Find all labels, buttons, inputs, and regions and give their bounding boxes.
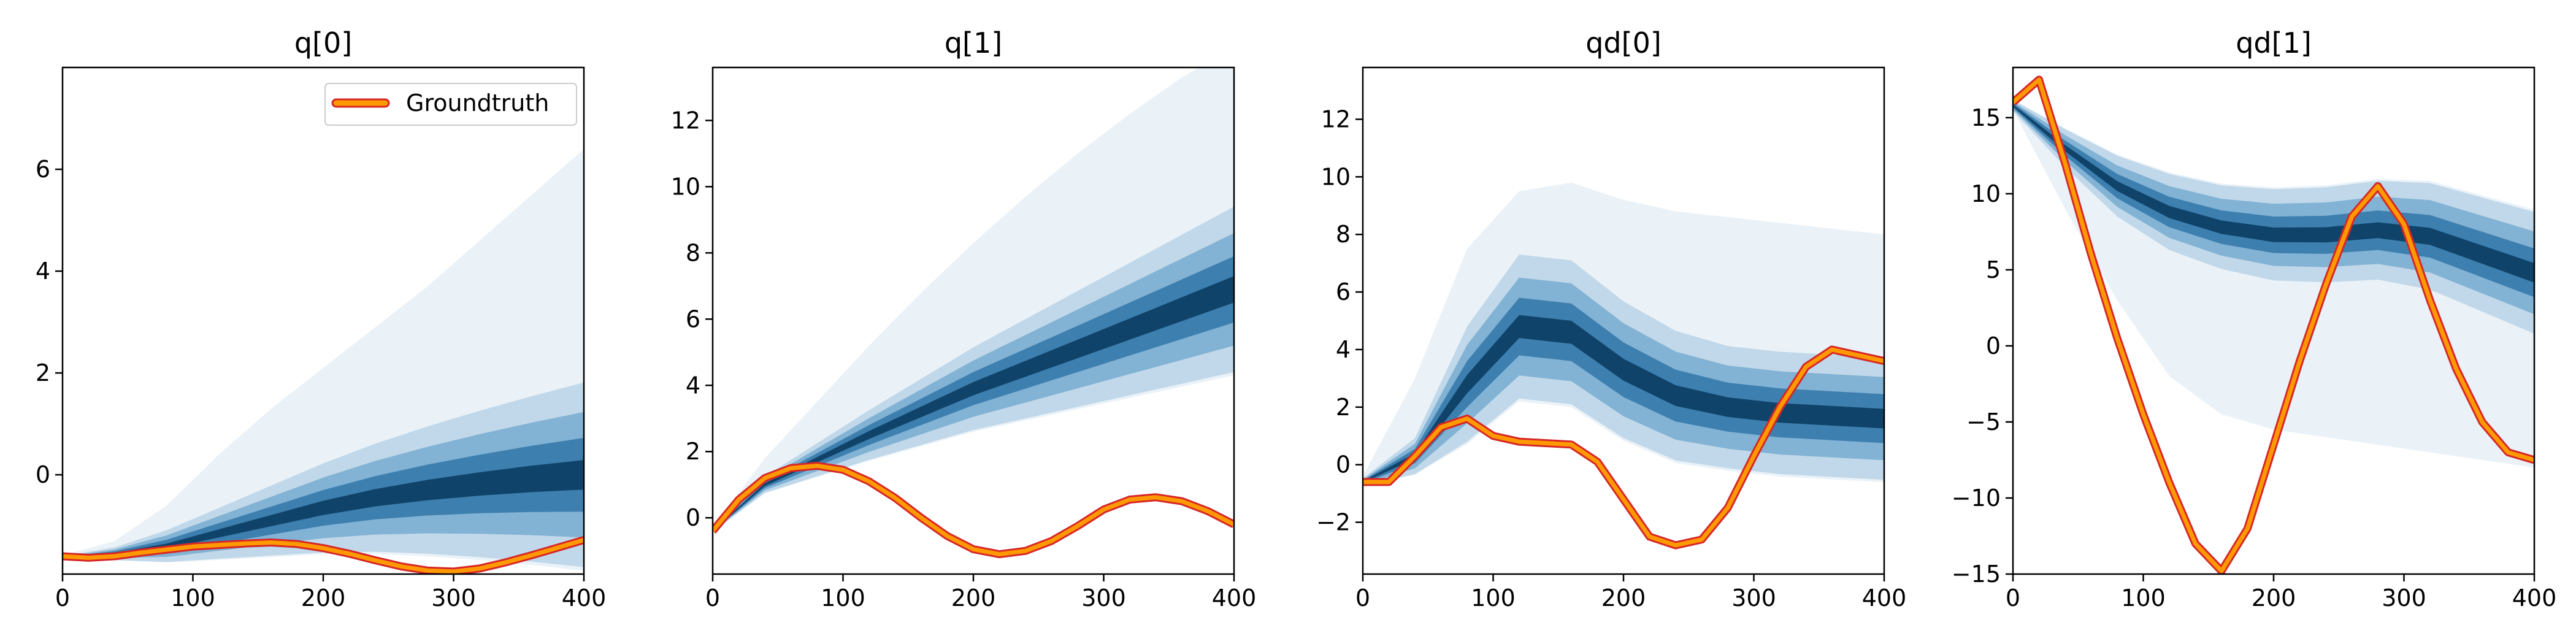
y-tick-label: 2 (686, 438, 700, 465)
density-layer (63, 148, 584, 574)
y-tick-label: 12 (1321, 105, 1351, 132)
x-tick-label: 0 (2006, 585, 2020, 611)
y-tick-label: 6 (36, 156, 50, 183)
y-tick-label: 6 (1336, 278, 1351, 305)
x-tick-label: 100 (821, 585, 865, 611)
plot-area: 0 100 200 300 400 −15 −10 −5 0 5 10 15 (1952, 66, 2557, 611)
y-tick-label: 4 (36, 258, 50, 285)
density-band (1363, 315, 1884, 483)
groundtruth-line (1363, 347, 1884, 548)
subplot-q1: q[1] 0 100 200 300 400 0 2 4 6 8 10 12 (671, 26, 1257, 611)
y-tick-label: 5 (1986, 256, 2001, 283)
y-tick-label: 4 (1336, 336, 1351, 363)
y-tick-label: 0 (1336, 451, 1351, 478)
plot-area: 0 100 200 300 400 −2 0 2 4 6 8 10 12 (1316, 66, 1907, 611)
density-layer (713, 67, 1234, 559)
groundtruth-line (63, 538, 584, 574)
x-tick-label: 100 (1471, 585, 1516, 611)
x-tick-label: 200 (301, 585, 346, 611)
subplot-title: qd[0] (1585, 26, 1662, 59)
subplot-title: q[0] (294, 26, 352, 59)
y-tick-label: −5 (1966, 408, 2001, 435)
x-tick-label: 400 (2512, 585, 2557, 611)
y-tick-label: −10 (1952, 485, 2001, 512)
y-tick-label: 2 (1336, 394, 1351, 421)
subplot-title: q[1] (945, 26, 1002, 59)
y-tick-label: −15 (1952, 561, 2001, 588)
legend-box (324, 83, 577, 126)
subplot-q0: q[0] 0 100 200 300 400 0 2 4 6 Groundtruth (36, 26, 606, 611)
x-tick-label: 0 (1355, 585, 1370, 611)
y-tick-label: 0 (686, 504, 700, 531)
y-tick-label: 15 (1971, 104, 2001, 131)
x-tick-label: 0 (55, 585, 70, 611)
plot-area: 0 100 200 300 400 0 2 4 6 (36, 66, 607, 611)
density-band (63, 460, 584, 558)
y-tick-label: 8 (1336, 221, 1351, 248)
density-band (63, 412, 584, 559)
y-tick-label: 8 (686, 239, 700, 266)
y-tick-label: −2 (1316, 509, 1351, 536)
x-tick-label: 200 (2252, 585, 2296, 611)
legend-label: Groundtruth (406, 90, 549, 117)
x-tick-label: 400 (1862, 585, 1907, 611)
x-tick-label: 100 (171, 585, 215, 611)
density-band (713, 276, 1234, 532)
subplot-qd1: qd[1] 0 100 200 300 400 −15 −10 −5 0 5 10 15 (1952, 26, 2556, 611)
groundtruth-line (713, 463, 1234, 557)
y-tick-label: 2 (36, 359, 50, 386)
density-band (2013, 101, 2534, 315)
x-tick-label: 400 (1212, 585, 1257, 611)
plot-area: 0 100 200 300 400 0 2 4 6 8 10 12 (671, 66, 1257, 611)
y-tick-label: 0 (36, 461, 50, 488)
x-tick-label: 300 (2382, 585, 2426, 611)
y-tick-label: 10 (671, 173, 700, 200)
y-tick-label: 10 (1321, 163, 1351, 190)
x-tick-label: 400 (562, 585, 607, 611)
groundtruth-line (2013, 77, 2534, 573)
x-tick-label: 200 (951, 585, 996, 611)
x-tick-label: 200 (1601, 585, 1646, 611)
y-tick-label: 10 (1971, 180, 2001, 207)
density-band (1363, 297, 1884, 484)
y-tick-label: 12 (671, 107, 700, 134)
density-outer-band (713, 67, 1234, 532)
density-layer (2013, 75, 2534, 574)
x-tick-label: 0 (705, 585, 720, 611)
subplot-qd0: qd[0] 0 100 200 300 400 −2 0 2 4 6 8 10 12 (1316, 26, 1906, 611)
x-tick-label: 300 (1731, 585, 1776, 611)
subplot-title: qd[1] (2236, 26, 2312, 59)
density-band (63, 437, 584, 558)
density-layer (1363, 182, 1884, 550)
y-tick-label: 4 (686, 372, 700, 399)
x-tick-label: 300 (1081, 585, 1126, 611)
y-tick-label: 6 (686, 305, 700, 332)
x-tick-label: 100 (2121, 585, 2166, 611)
legend: Groundtruth (324, 83, 577, 126)
y-tick-label: 0 (1986, 332, 2001, 359)
x-tick-label: 300 (431, 585, 476, 611)
density-band (2013, 103, 2534, 297)
density-band (2013, 104, 2534, 283)
